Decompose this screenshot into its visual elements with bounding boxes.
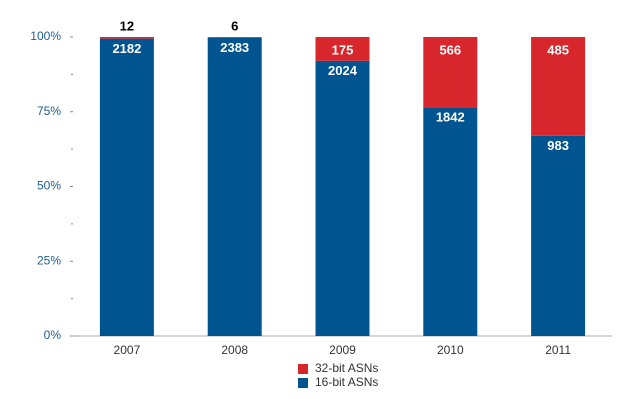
value-label: 2182 — [112, 41, 141, 56]
bar-segment — [207, 37, 262, 336]
legend-swatch — [298, 378, 308, 388]
x-tick-label: 2011 — [545, 343, 571, 357]
y-tick-label: 0% — [44, 328, 62, 342]
x-tick-label: 2009 — [329, 343, 356, 357]
x-tick-label: 2010 — [437, 343, 464, 357]
bar-segment — [315, 37, 370, 61]
y-tick-label: 25% — [37, 253, 61, 267]
value-label: 2024 — [328, 63, 358, 78]
bar-segment — [99, 37, 154, 39]
x-tick-label: 2007 — [114, 343, 141, 357]
value-label: 983 — [547, 138, 569, 153]
value-label: 12 — [120, 18, 134, 33]
bar-segment — [531, 37, 586, 136]
legend-swatch — [298, 364, 308, 374]
y-tick-label: 75% — [37, 104, 61, 118]
y-tick-label: 100% — [30, 29, 61, 43]
legend-label: 16-bit ASNs — [315, 375, 378, 389]
bar-segment — [423, 107, 478, 336]
legend-label: 32-bit ASNs — [315, 361, 378, 375]
y-tick-label: 50% — [37, 179, 61, 193]
value-label: 2383 — [220, 40, 249, 55]
value-label: 6 — [231, 18, 238, 33]
x-tick-label: 2008 — [221, 343, 248, 357]
bar-segment — [207, 37, 262, 38]
value-label: 566 — [439, 42, 461, 57]
bar-segment — [99, 38, 154, 336]
bar-segment — [423, 37, 478, 108]
value-label: 485 — [547, 42, 569, 57]
value-label: 1842 — [436, 110, 465, 125]
bar-segment — [315, 60, 370, 336]
bar-segment — [531, 135, 586, 336]
value-label: 175 — [332, 42, 354, 57]
